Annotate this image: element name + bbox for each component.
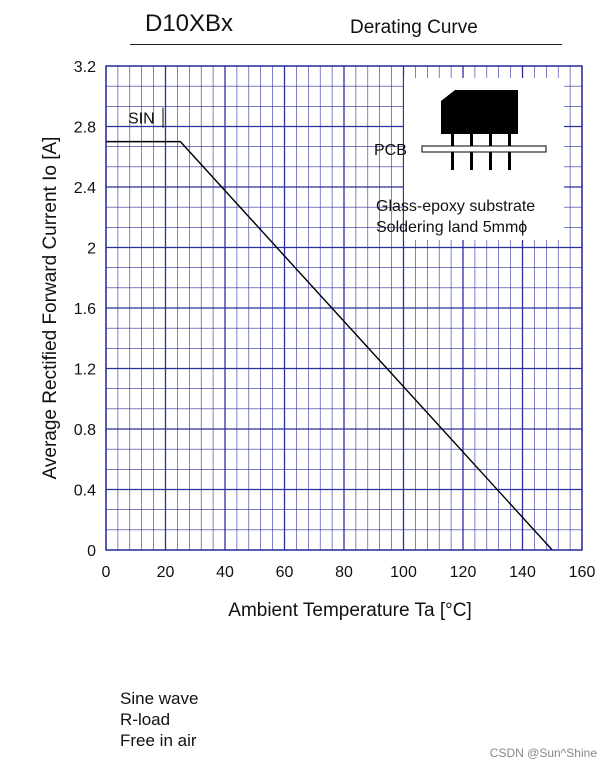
y-axis-title: Average Rectified Forward Current Io [A] bbox=[40, 137, 61, 480]
part-number: D10XBx bbox=[145, 10, 234, 37]
y-tick-label: 0.4 bbox=[74, 483, 96, 500]
y-tick-label: 3.2 bbox=[74, 59, 96, 76]
x-axis-title: Ambient Temperature Ta [°C] bbox=[228, 600, 471, 621]
plot-frame bbox=[105, 65, 583, 551]
x-tick-label: 40 bbox=[216, 564, 234, 581]
x-tick-label: 60 bbox=[276, 564, 294, 581]
y-tick-label: 2.4 bbox=[74, 180, 96, 197]
y-tick-label: 2.8 bbox=[74, 120, 96, 137]
substrate-note: Glass-epoxy substrate bbox=[376, 198, 535, 215]
soldering-land-note: Soldering land 5mmϕ bbox=[376, 219, 527, 236]
pcb-label: PCB bbox=[374, 142, 407, 159]
derating-curve bbox=[106, 140, 553, 551]
x-tick-label: 160 bbox=[569, 564, 596, 581]
x-tick-label: 100 bbox=[390, 564, 417, 581]
bridge-rectifier-package-icon bbox=[421, 90, 547, 170]
x-tick-label: 140 bbox=[509, 564, 536, 581]
curves: SIN bbox=[106, 107, 553, 551]
y-tick-label: 2 bbox=[87, 241, 96, 258]
chart-title: Derating Curve bbox=[350, 17, 478, 38]
condition-load: R-load bbox=[120, 710, 171, 729]
header-rule bbox=[130, 44, 562, 45]
condition-cooling: Free in air bbox=[120, 731, 197, 750]
derating-chart: 0 20 40 60 80 100 120 140 160 0 0.4 0.8 1.2 1.6 2 2.4 2.… bbox=[40, 59, 596, 621]
y-tick-label: 1.6 bbox=[74, 301, 96, 318]
tick-labels: 0 20 40 60 80 100 120 140 160 0 0.4 0.8 1.2 1.6 2 2.4 2.… bbox=[74, 59, 596, 581]
x-tick-label: 0 bbox=[102, 564, 111, 581]
watermark: CSDN @Sun^Shine bbox=[489, 746, 597, 760]
y-tick-label: 0 bbox=[87, 543, 96, 560]
condition-waveform: Sine wave bbox=[120, 689, 199, 708]
y-tick-label: 0.8 bbox=[74, 422, 96, 439]
x-tick-label: 20 bbox=[157, 564, 175, 581]
y-tick-label: 1.2 bbox=[74, 362, 96, 379]
x-tick-label: 80 bbox=[335, 564, 353, 581]
x-tick-label: 120 bbox=[450, 564, 477, 581]
test-conditions: Sine wave R-load Free in air bbox=[120, 688, 198, 751]
series-label: SIN bbox=[128, 111, 155, 128]
